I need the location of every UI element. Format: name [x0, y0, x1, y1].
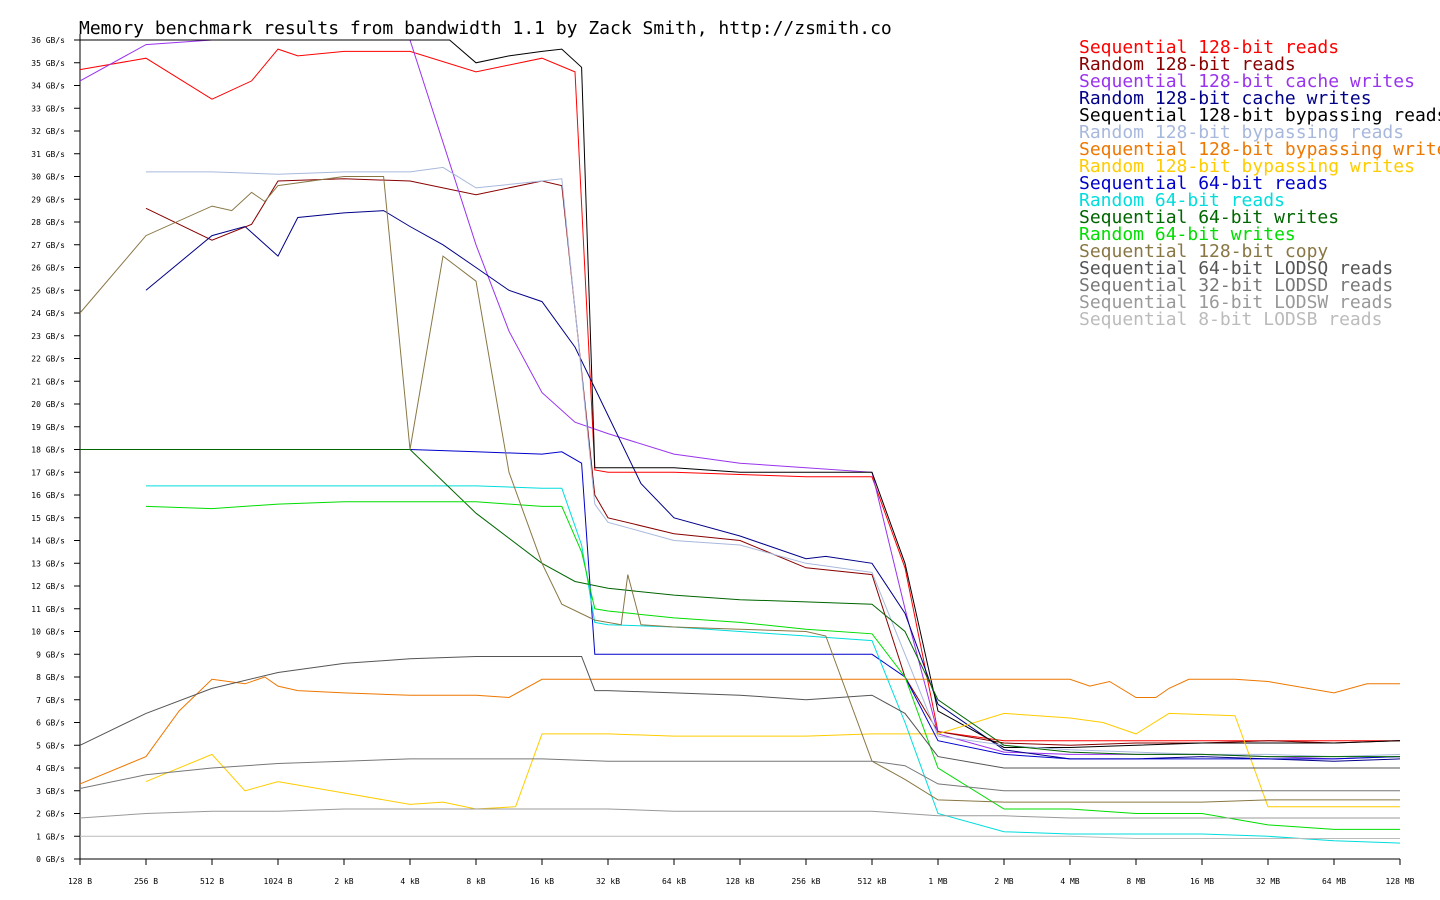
series-line-9	[80, 449, 1401, 760]
x-tick-label: 128 kB	[726, 877, 755, 886]
y-tick-label: 16 GB/s	[31, 491, 65, 500]
series-line-16	[79, 808, 1400, 819]
y-tick-label: 9 GB/s	[36, 650, 65, 659]
series-lines	[79, 39, 1401, 844]
legend-entry: Random 64-bit reads	[1079, 190, 1285, 211]
y-tick-label: 21 GB/s	[31, 377, 65, 386]
series-line-5	[80, 39, 1401, 748]
series-line-14	[79, 656, 1400, 769]
legend-entry: Sequential 128-bit cache writes	[1079, 71, 1415, 92]
y-tick-label: 13 GB/s	[31, 559, 65, 568]
x-tick-label: 512 B	[200, 877, 224, 886]
y-tick-label: 2 GB/s	[36, 810, 65, 819]
y-tick-label: 0 GB/s	[36, 855, 65, 864]
series-line-10	[146, 485, 1401, 844]
x-tick-label: 64 MB	[1322, 877, 1346, 886]
x-tick-label: 64 kB	[662, 877, 686, 886]
x-tick-label: 256 B	[134, 877, 158, 886]
x-tick-label: 2 MB	[994, 877, 1013, 886]
y-tick-label: 22 GB/s	[31, 355, 65, 364]
series-line-17	[80, 835, 1400, 839]
axes: 0 GB/s 1 GB/s 2 GB/s 3 GB/s 4 GB/s 5 GB/s 6 GB…	[31, 34, 1415, 886]
y-tick-label: 25 GB/s	[31, 286, 65, 295]
x-tick-label: 8 kB	[466, 877, 485, 886]
y-tick-label: 12 GB/s	[31, 582, 65, 591]
y-tick-label: 10 GB/s	[31, 628, 65, 637]
legend-entry: Sequential 128-bit reads	[1079, 37, 1339, 58]
legend-entry: Sequential 128-bit copy	[1079, 241, 1328, 262]
y-tick-label: 6 GB/s	[36, 719, 65, 728]
series-line-13	[79, 176, 1400, 803]
legend-entry: Sequential 32-bit LODSD reads	[1079, 275, 1393, 296]
y-tick-label: 24 GB/s	[31, 309, 65, 318]
legend-entry: Random 128-bit bypassing writes	[1079, 156, 1415, 177]
x-tick-label: 8 MB	[1126, 877, 1145, 886]
y-tick-label: 5 GB/s	[36, 741, 65, 750]
legend-entry: Random 128-bit bypassing reads	[1079, 122, 1404, 143]
y-tick-label: 30 GB/s	[31, 173, 65, 182]
legend-entry: Sequential 64-bit writes	[1079, 207, 1339, 228]
legend-entry: Sequential 64-bit reads	[1079, 173, 1328, 194]
x-tick-label: 32 MB	[1256, 877, 1280, 886]
x-tick-label: 1 MB	[928, 877, 947, 886]
y-tick-label: 36 GB/s	[31, 36, 65, 45]
y-tick-label: 27 GB/s	[31, 241, 65, 250]
x-tick-label: 1024 B	[264, 877, 293, 886]
y-tick-label: 35 GB/s	[31, 59, 65, 68]
y-tick-label: 32 GB/s	[31, 127, 65, 136]
y-tick-label: 33 GB/s	[31, 104, 65, 113]
series-line-8	[145, 712, 1400, 810]
y-tick-label: 7 GB/s	[36, 696, 65, 705]
y-tick-label: 8 GB/s	[36, 673, 65, 682]
x-tick-label: 512 kB	[858, 877, 887, 886]
series-line-6	[146, 166, 1401, 758]
series-line-7	[79, 676, 1400, 785]
y-tick-label: 18 GB/s	[31, 446, 65, 455]
y-tick-label: 26 GB/s	[31, 264, 65, 273]
series-line-12	[145, 501, 1400, 830]
x-tick-label: 16 MB	[1190, 877, 1214, 886]
legend-entry: Sequential 128-bit bypassing writes	[1079, 139, 1440, 160]
y-tick-label: 34 GB/s	[31, 82, 65, 91]
legend-entry: Sequential 64-bit LODSQ reads	[1079, 258, 1393, 279]
series-line-11	[80, 449, 1400, 758]
y-tick-label: 28 GB/s	[31, 218, 65, 227]
legend-entry: Sequential 16-bit LODSW reads	[1079, 292, 1393, 313]
x-tick-label: 2 kB	[334, 877, 353, 886]
y-tick-label: 11 GB/s	[31, 605, 65, 614]
y-tick-label: 4 GB/s	[36, 764, 65, 773]
y-tick-label: 23 GB/s	[31, 332, 65, 341]
x-tick-label: 128 MB	[1386, 877, 1415, 886]
y-tick-label: 3 GB/s	[36, 787, 65, 796]
y-tick-label: 31 GB/s	[31, 150, 65, 159]
x-tick-label: 32 kB	[596, 877, 620, 886]
y-tick-label: 14 GB/s	[31, 537, 65, 546]
y-tick-label: 17 GB/s	[31, 468, 65, 477]
legend-entry: Sequential 128-bit bypassing reads	[1079, 105, 1440, 126]
x-tick-label: 128 B	[68, 877, 92, 886]
x-tick-label: 16 kB	[530, 877, 554, 886]
series-line-1	[79, 48, 1400, 742]
legend-entry: Random 128-bit cache writes	[1079, 88, 1372, 109]
y-tick-label: 19 GB/s	[31, 423, 65, 432]
y-tick-label: 1 GB/s	[36, 832, 65, 841]
series-line-2	[145, 178, 1401, 746]
y-tick-label: 15 GB/s	[31, 514, 65, 523]
y-tick-label: 20 GB/s	[31, 400, 65, 409]
y-tick-label: 29 GB/s	[31, 195, 65, 204]
x-tick-label: 4 kB	[400, 877, 419, 886]
chart-title: Memory benchmark results from bandwidth …	[79, 18, 892, 39]
x-tick-label: 256 kB	[792, 877, 821, 886]
legend-entry: Random 64-bit writes	[1079, 224, 1296, 245]
series-line-15	[79, 758, 1400, 792]
legend-entry: Random 128-bit reads	[1079, 54, 1296, 75]
x-tick-label: 4 MB	[1060, 877, 1079, 886]
legend-entry: Sequential 8-bit LODSB reads	[1079, 309, 1382, 330]
